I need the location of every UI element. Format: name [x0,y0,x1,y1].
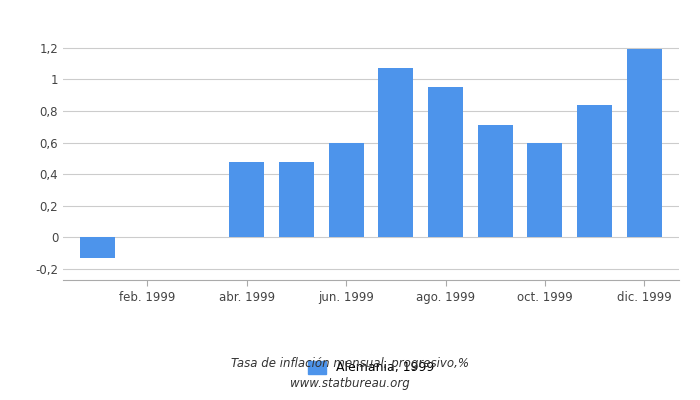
Bar [528,142,562,237]
Text: Tasa de inflación mensual, progresivo,%: Tasa de inflación mensual, progresivo,% [231,358,469,370]
Bar [578,105,612,237]
Bar [80,237,116,258]
Bar [428,87,463,237]
Bar [478,125,512,237]
Text: www.statbureau.org: www.statbureau.org [290,378,410,390]
Bar [626,49,662,237]
Bar [230,162,264,237]
Legend: Alemania, 1999: Alemania, 1999 [302,356,440,379]
Bar [379,68,413,237]
Bar [329,142,363,237]
Bar [279,162,314,237]
